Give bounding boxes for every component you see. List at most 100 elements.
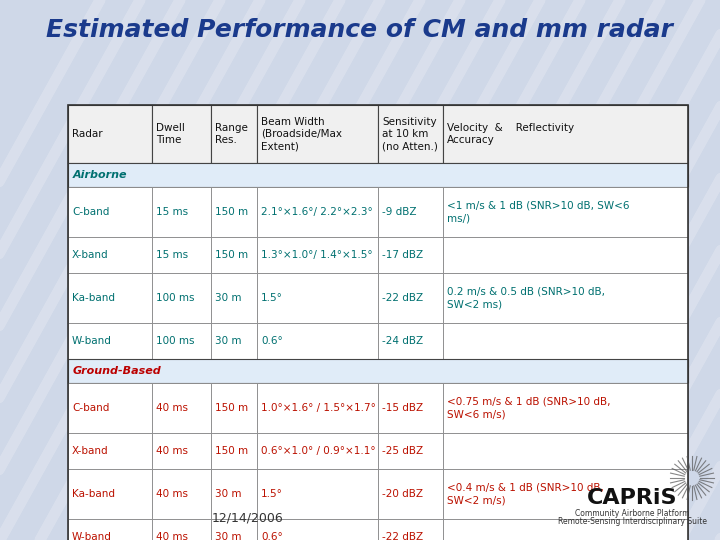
Bar [210, 433, 257, 469]
Text: 150 m: 150 m [215, 446, 248, 456]
Bar [378, 383, 443, 433]
Bar [68, 433, 152, 469]
Text: W-band: W-band [72, 336, 112, 346]
Bar [378, 273, 443, 323]
Bar [378, 469, 443, 519]
Bar [443, 383, 688, 433]
Text: 150 m: 150 m [215, 207, 248, 217]
Bar [210, 469, 257, 519]
Text: Community Airborne Platform: Community Airborne Platform [575, 510, 689, 518]
Text: Ka-band: Ka-band [72, 293, 115, 303]
Bar [152, 187, 210, 237]
Bar [443, 187, 688, 237]
Bar [257, 273, 378, 323]
Bar [443, 105, 688, 163]
Text: W-band: W-band [72, 532, 112, 540]
Text: -15 dBZ: -15 dBZ [382, 403, 423, 413]
Text: C-band: C-band [72, 207, 109, 217]
Text: Estimated Performance of CM and mm radar: Estimated Performance of CM and mm radar [47, 18, 673, 42]
Bar [443, 237, 688, 273]
Bar [68, 383, 152, 433]
Bar [68, 237, 152, 273]
Bar [378, 433, 443, 469]
Text: Ka-band: Ka-band [72, 489, 115, 499]
Bar [378, 105, 443, 163]
Bar [257, 237, 378, 273]
Bar [68, 519, 152, 540]
Bar [152, 519, 210, 540]
Text: <1 m/s & 1 dB (SNR>10 dB, SW<6
ms/): <1 m/s & 1 dB (SNR>10 dB, SW<6 ms/) [447, 201, 629, 223]
Bar [378, 519, 443, 540]
Text: 150 m: 150 m [215, 403, 248, 413]
Text: X-band: X-band [72, 446, 109, 456]
Bar [152, 105, 210, 163]
Text: 100 ms: 100 ms [156, 293, 194, 303]
Bar [68, 273, 152, 323]
Text: -22 dBZ: -22 dBZ [382, 293, 423, 303]
Text: 0.6°×1.0° / 0.9°×1.1°: 0.6°×1.0° / 0.9°×1.1° [261, 446, 376, 456]
Text: Ground-Based: Ground-Based [73, 366, 162, 376]
Text: 2.1°×1.6°/ 2.2°×2.3°: 2.1°×1.6°/ 2.2°×2.3° [261, 207, 373, 217]
Bar [257, 187, 378, 237]
Bar [443, 519, 688, 540]
Bar [152, 323, 210, 359]
Text: Velocity  &    Reflectivity
Accuracy: Velocity & Reflectivity Accuracy [447, 123, 575, 145]
Bar [210, 273, 257, 323]
Text: 1.5°: 1.5° [261, 293, 283, 303]
Text: 40 ms: 40 ms [156, 489, 188, 499]
Bar [257, 383, 378, 433]
Text: 0.6°: 0.6° [261, 532, 283, 540]
Text: Beam Width
(Broadside/Max
Extent): Beam Width (Broadside/Max Extent) [261, 117, 342, 151]
Text: -25 dBZ: -25 dBZ [382, 446, 423, 456]
Text: Sensitivity
at 10 km
(no Atten.): Sensitivity at 10 km (no Atten.) [382, 117, 438, 151]
Bar [68, 187, 152, 237]
Text: X-band: X-band [72, 250, 109, 260]
Bar [152, 273, 210, 323]
Bar [257, 323, 378, 359]
Bar [68, 469, 152, 519]
Text: Range
Res.: Range Res. [215, 123, 248, 145]
Text: 15 ms: 15 ms [156, 250, 188, 260]
Text: 12/14/2006: 12/14/2006 [212, 511, 284, 524]
Text: CAPRiS: CAPRiS [587, 488, 678, 508]
Bar [443, 469, 688, 519]
Text: 1.3°×1.0°/ 1.4°×1.5°: 1.3°×1.0°/ 1.4°×1.5° [261, 250, 373, 260]
Text: 40 ms: 40 ms [156, 403, 188, 413]
Bar [443, 433, 688, 469]
Text: -9 dBZ: -9 dBZ [382, 207, 416, 217]
Bar [378, 187, 443, 237]
Text: 100 ms: 100 ms [156, 336, 194, 346]
Text: 30 m: 30 m [215, 336, 241, 346]
Text: Dwell
Time: Dwell Time [156, 123, 184, 145]
Bar [378, 323, 443, 359]
Text: 15 ms: 15 ms [156, 207, 188, 217]
Bar [152, 383, 210, 433]
Text: 0.2 m/s & 0.5 dB (SNR>10 dB,
SW<2 ms): 0.2 m/s & 0.5 dB (SNR>10 dB, SW<2 ms) [447, 287, 605, 309]
Text: <0.75 m/s & 1 dB (SNR>10 dB,
SW<6 m/s): <0.75 m/s & 1 dB (SNR>10 dB, SW<6 m/s) [447, 397, 611, 419]
Text: -22 dBZ: -22 dBZ [382, 532, 423, 540]
Text: 1.5°: 1.5° [261, 489, 283, 499]
Bar [68, 359, 688, 383]
Text: Airborne: Airborne [73, 170, 127, 180]
Text: 0.6°: 0.6° [261, 336, 283, 346]
Bar [210, 323, 257, 359]
Text: 40 ms: 40 ms [156, 532, 188, 540]
Bar [257, 105, 378, 163]
Text: 30 m: 30 m [215, 489, 241, 499]
Text: 150 m: 150 m [215, 250, 248, 260]
Bar [152, 237, 210, 273]
Bar [210, 187, 257, 237]
Bar [210, 105, 257, 163]
Bar [443, 273, 688, 323]
Bar [152, 469, 210, 519]
Text: -17 dBZ: -17 dBZ [382, 250, 423, 260]
Text: <0.4 m/s & 1 dB (SNR>10 dB,
SW<2 m/s): <0.4 m/s & 1 dB (SNR>10 dB, SW<2 m/s) [447, 483, 604, 505]
Text: Radar: Radar [72, 129, 103, 139]
Text: -20 dBZ: -20 dBZ [382, 489, 423, 499]
Text: 30 m: 30 m [215, 293, 241, 303]
Bar [378, 237, 443, 273]
Bar [210, 519, 257, 540]
Text: 30 m: 30 m [215, 532, 241, 540]
Bar [210, 237, 257, 273]
Bar [68, 105, 152, 163]
